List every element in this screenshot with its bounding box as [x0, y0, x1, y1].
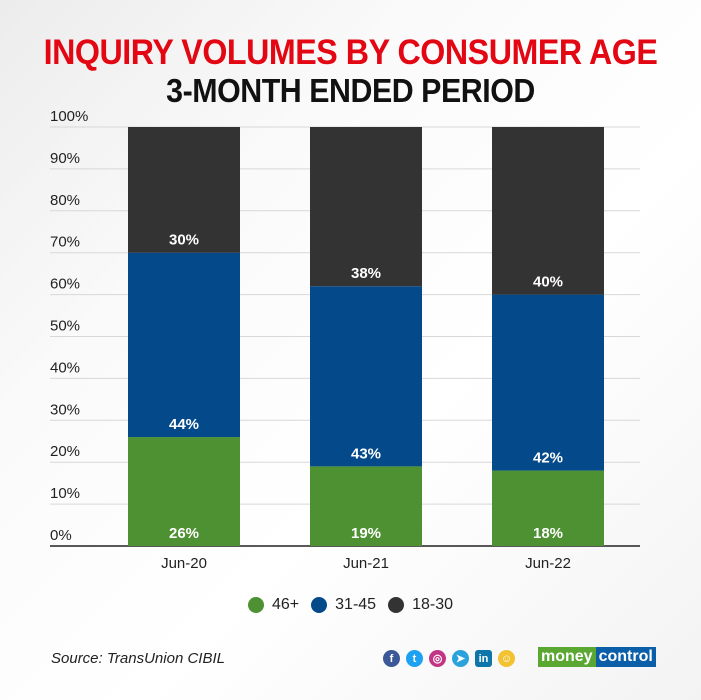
data-label: 40%	[533, 274, 563, 291]
bar-segment	[310, 127, 422, 287]
y-tick-label: 50%	[50, 318, 80, 335]
chart-title: INQUIRY VOLUMES BY CONSUMER AGE	[43, 33, 658, 72]
legend-swatch	[388, 597, 405, 613]
data-label: 44%	[169, 416, 199, 433]
y-tick-label: 90%	[50, 150, 80, 167]
bar-segment	[310, 466, 422, 546]
bar-segment	[492, 294, 604, 471]
x-tick-label: Jun-20	[161, 555, 207, 572]
legend-label: 18-30	[412, 596, 453, 613]
y-tick-label: 70%	[50, 234, 80, 251]
y-tick-label: 100%	[50, 108, 88, 125]
source-note: Source: TransUnion CIBIL	[51, 650, 225, 667]
telegram-icon[interactable]: ➤	[452, 650, 469, 667]
snapchat-icon[interactable]: ☺	[498, 650, 515, 667]
data-label: 42%	[533, 450, 563, 467]
legend-swatch	[248, 597, 264, 613]
bar-segment	[128, 437, 240, 546]
data-label: 26%	[169, 525, 199, 542]
linkedin-icon[interactable]: in	[475, 650, 492, 667]
moneycontrol-logo: money control	[538, 647, 656, 667]
data-label: 43%	[351, 445, 381, 462]
x-tick-label: Jun-22	[525, 555, 571, 572]
bar-segment	[128, 127, 240, 253]
legend-label: 46+	[272, 596, 300, 613]
bar-segment	[492, 127, 604, 295]
y-tick-label: 20%	[50, 443, 80, 460]
legend-item: 31-45	[311, 596, 376, 614]
legend-item: 46+	[248, 596, 299, 614]
y-tick-label: 0%	[50, 527, 72, 544]
social-icons: f t ◎ ➤ in ☺	[383, 650, 515, 667]
facebook-icon[interactable]: f	[383, 650, 400, 667]
legend: 46+ 31-45 18-30	[0, 596, 701, 614]
y-tick-label: 30%	[50, 401, 80, 418]
data-label: 18%	[533, 525, 563, 542]
data-label: 38%	[351, 265, 381, 282]
y-tick-label: 10%	[50, 485, 80, 502]
legend-label: 31-45	[335, 596, 377, 613]
bar-segment	[310, 286, 422, 467]
y-tick-label: 40%	[50, 359, 80, 376]
bar-segment	[128, 252, 240, 438]
bar-segment	[492, 470, 604, 546]
instagram-icon[interactable]: ◎	[429, 650, 446, 667]
legend-item: 18-30	[388, 596, 453, 614]
legend-swatch	[311, 597, 328, 613]
y-tick-label: 60%	[50, 276, 80, 293]
chart-subtitle: 3-MONTH ENDED PERIOD	[166, 72, 535, 109]
data-label: 19%	[351, 525, 381, 542]
twitter-icon[interactable]: t	[406, 650, 423, 667]
data-label: 30%	[169, 232, 199, 249]
y-tick-label: 80%	[50, 192, 80, 209]
x-tick-label: Jun-21	[343, 555, 389, 572]
